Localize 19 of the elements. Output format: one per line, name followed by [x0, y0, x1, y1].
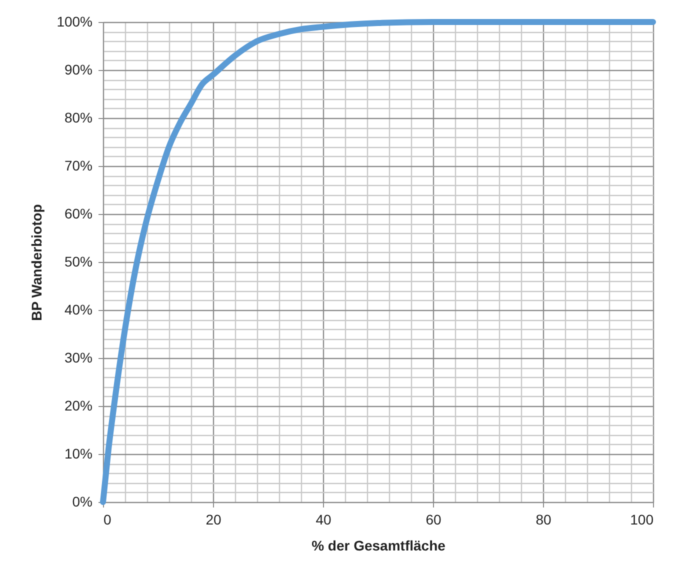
y-tick-label: 100% — [56, 14, 92, 30]
y-tick-label: 80% — [64, 110, 92, 126]
x-tick-label: 80 — [536, 512, 552, 528]
y-tick-label: 20% — [64, 398, 92, 414]
y-tick-label: 40% — [64, 302, 92, 318]
x-tick-label: 40 — [316, 512, 332, 528]
y-tick-label: 90% — [64, 62, 92, 78]
y-tick-label: 60% — [64, 206, 92, 222]
y-tick-label: 0% — [72, 494, 92, 510]
y-tick-label: 70% — [64, 158, 92, 174]
x-axis-title: % der Gesamtfläche — [312, 538, 446, 554]
x-tick-label: 0 — [104, 512, 112, 528]
y-tick-label: 10% — [64, 446, 92, 462]
y-tick-label: 50% — [64, 254, 92, 270]
x-tick-label: 60 — [426, 512, 442, 528]
x-tick-label: 100 — [630, 512, 654, 528]
x-tick-label: 20 — [206, 512, 222, 528]
y-axis-title: BP Wanderbiotop — [28, 204, 45, 321]
y-tick-label: 30% — [64, 350, 92, 366]
